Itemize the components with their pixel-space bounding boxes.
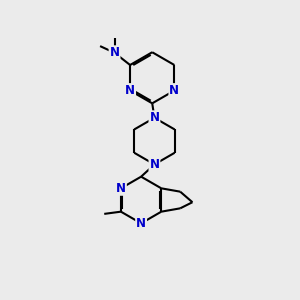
Text: N: N <box>149 111 159 124</box>
Text: N: N <box>125 84 135 97</box>
Text: N: N <box>110 46 119 59</box>
Text: N: N <box>149 158 159 171</box>
Text: N: N <box>116 182 126 195</box>
Text: N: N <box>136 217 146 230</box>
Text: N: N <box>169 84 179 97</box>
